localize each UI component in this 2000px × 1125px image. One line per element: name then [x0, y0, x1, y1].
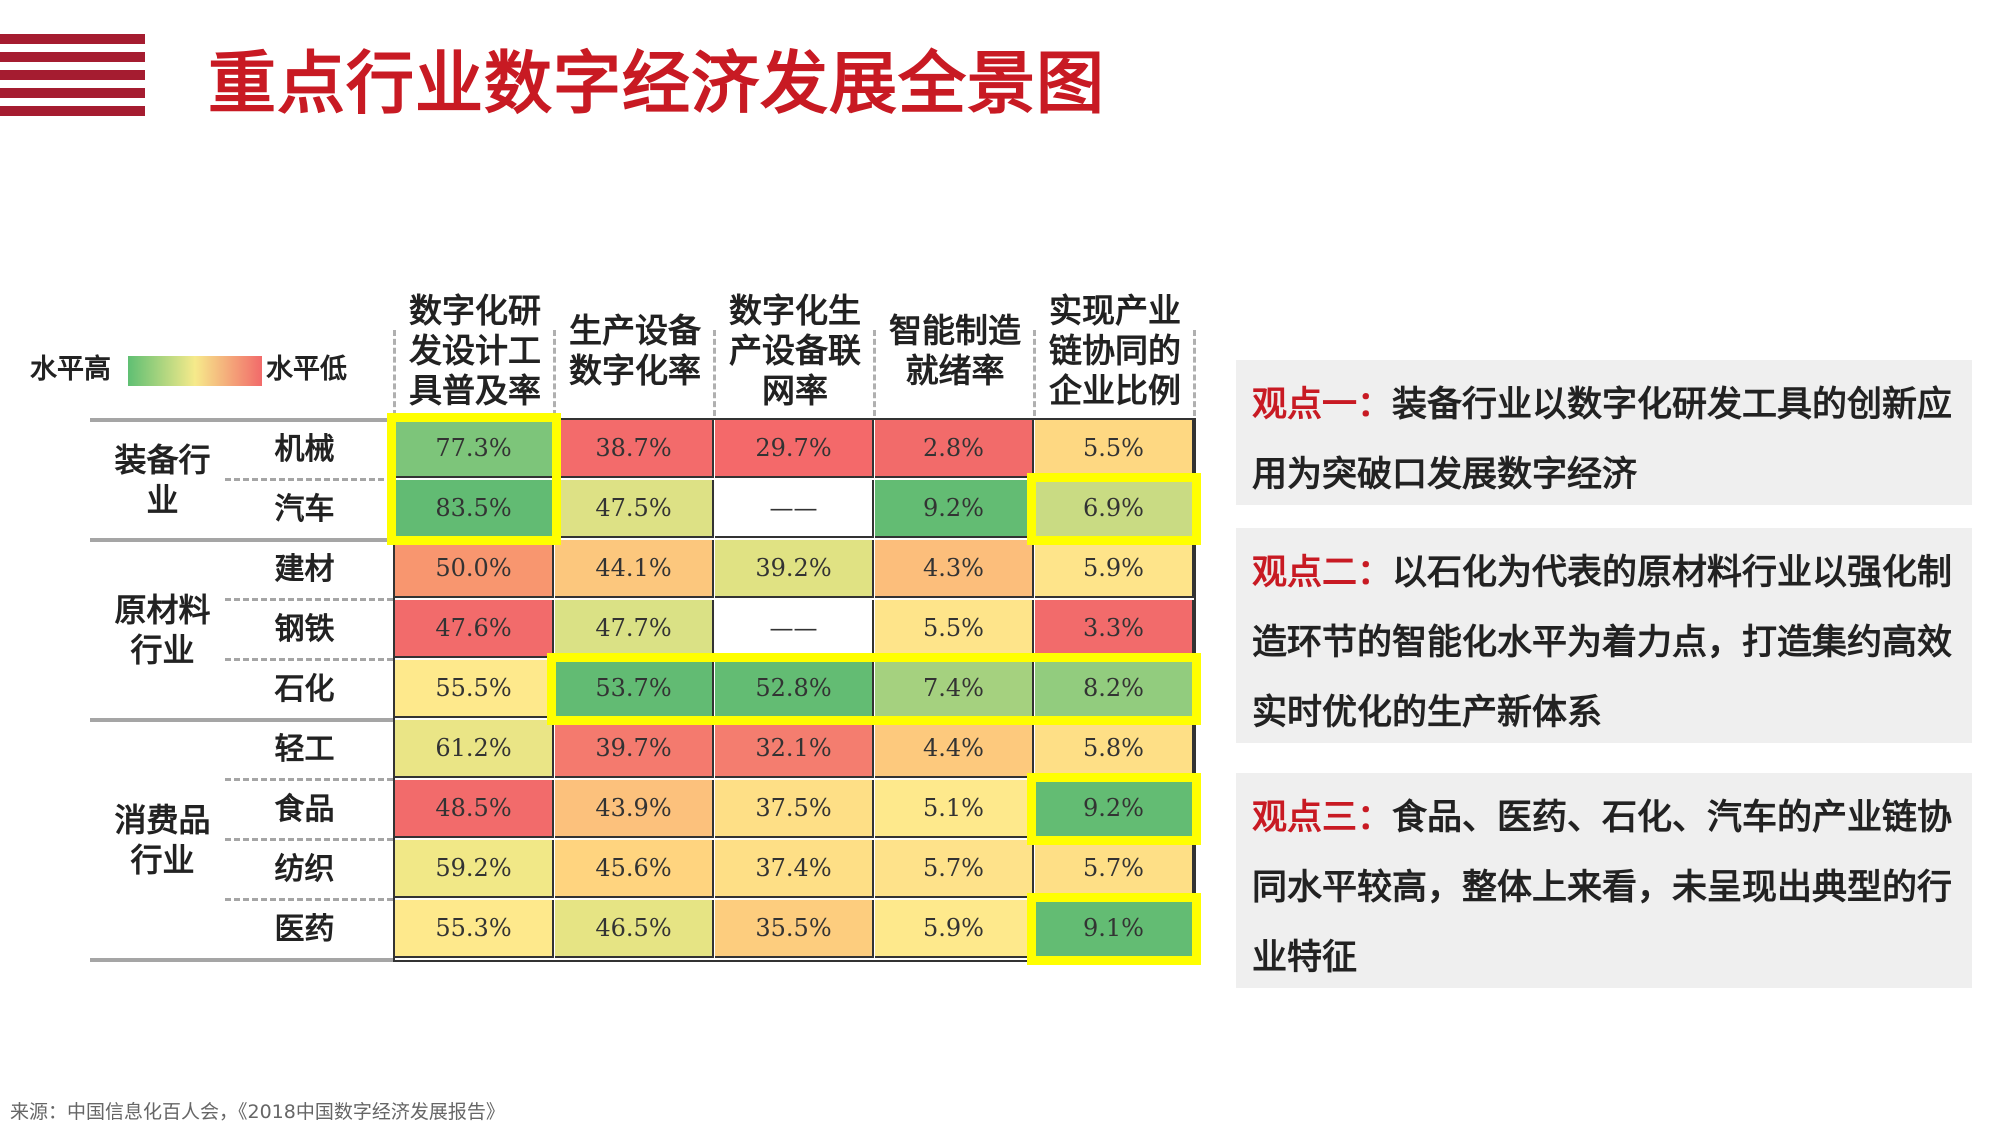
row-separator — [225, 478, 393, 481]
heatmap-cell: 50.0% — [395, 540, 554, 598]
row-separator — [225, 658, 393, 661]
heatmap-cell: 38.7% — [555, 420, 714, 478]
legend-gradient-bar — [128, 356, 262, 386]
page-title: 重点行业数字经济发展全景图 — [208, 45, 1106, 124]
column-header-5: 实现产业 链协同的 企业比例 — [1049, 291, 1181, 410]
heatmap-cell: —— — [715, 600, 874, 658]
viewpoint-2-heading: 观点二： — [1252, 553, 1393, 593]
heatmap-cell: 55.5% — [395, 660, 554, 718]
viewpoint-box-3: 观点三：食品、医药、石化、汽车的产业链协同水平较高，整体上来看，未呈现出典型的行… — [1236, 773, 1972, 988]
column-header-1: 数字化研 发设计工 具普及率 — [409, 291, 541, 410]
heatmap-cell: 2.8% — [875, 420, 1034, 478]
heatmap-cell: 5.7% — [875, 840, 1034, 898]
column-header-separator — [1033, 330, 1036, 416]
heatmap-cell: 5.8% — [1035, 720, 1194, 778]
heatmap-cell: 37.5% — [715, 780, 874, 838]
legend-high-label: 水平高 — [30, 354, 111, 385]
row-label: 食品 — [274, 792, 335, 827]
heatmap-cell: 43.9% — [555, 780, 714, 838]
viewpoint-box-1: 观点一：装备行业以数字化研发工具的创新应用为突破口发展数字经济 — [1236, 360, 1972, 505]
heatmap-cell: 61.2% — [395, 720, 554, 778]
heatmap-cell: 4.4% — [875, 720, 1034, 778]
heatmap-cell: 55.3% — [395, 900, 554, 958]
column-header-separator — [553, 330, 556, 416]
heatmap-cell: 47.7% — [555, 600, 714, 658]
heatmap-cell: 35.5% — [715, 900, 874, 958]
heatmap-cell: 46.5% — [555, 900, 714, 958]
column-header-separator — [1193, 330, 1196, 416]
row-separator — [225, 778, 393, 781]
viewpoint-1-text: 装备行业以数字化研发工具的创新应用为突破口发展数字经济 — [1252, 385, 1953, 495]
group-divider-line — [90, 418, 393, 422]
heatmap-cell: 7.4% — [875, 660, 1034, 718]
viewpoint-box-2: 观点二：以石化为代表的原材料行业以强化制造环节的智能化水平为着力点，打造集约高效… — [1236, 528, 1972, 743]
heatmap-cell: 47.5% — [555, 480, 714, 538]
heatmap-cell: 45.6% — [555, 840, 714, 898]
heatmap-cell: —— — [715, 480, 874, 538]
column-header-separator — [393, 330, 396, 416]
row-label: 轻工 — [274, 732, 335, 767]
row-label: 建材 — [274, 552, 335, 587]
heatmap-cell: 8.2% — [1035, 660, 1194, 718]
heatmap-cell: 5.9% — [875, 900, 1034, 958]
heatmap-cell: 59.2% — [395, 840, 554, 898]
heatmap-cell: 32.1% — [715, 720, 874, 778]
heatmap-cell: 4.3% — [875, 540, 1034, 598]
brand-stripes-logo — [0, 34, 145, 116]
heatmap-cell: 5.5% — [875, 600, 1034, 658]
heatmap-cell: 52.8% — [715, 660, 874, 718]
heatmap-cell: 77.3% — [395, 420, 554, 478]
heatmap-cell: 3.3% — [1035, 600, 1194, 658]
column-header-4: 智能制造 就绪率 — [889, 311, 1021, 390]
heatmap-cell: 9.2% — [1035, 780, 1194, 838]
heatmap-cell: 5.7% — [1035, 840, 1194, 898]
heatmap-cell: 5.9% — [1035, 540, 1194, 598]
heatmap-cell: 47.6% — [395, 600, 554, 658]
row-separator — [225, 598, 393, 601]
row-label: 石化 — [274, 672, 335, 707]
column-header-separator — [713, 330, 716, 416]
heatmap-cell: 9.2% — [875, 480, 1034, 538]
row-label: 机械 — [274, 432, 335, 467]
viewpoint-3-heading: 观点三： — [1252, 798, 1393, 838]
heatmap-cell: 83.5% — [395, 480, 554, 538]
column-header-2: 生产设备 数字化率 — [569, 311, 701, 390]
row-label: 医药 — [274, 912, 335, 947]
row-separator — [225, 898, 393, 901]
legend-low-label: 水平低 — [266, 354, 347, 385]
heatmap-cell: 39.7% — [555, 720, 714, 778]
group-divider-line — [90, 538, 393, 542]
row-label: 纺织 — [274, 852, 335, 887]
heatmap-cell: 37.4% — [715, 840, 874, 898]
viewpoint-3-text: 食品、医药、石化、汽车的产业链协同水平较高，整体上来看，未呈现出典型的行业特征 — [1252, 798, 1953, 978]
group-label: 消费品 行业 — [114, 801, 211, 879]
heatmap-cell: 53.7% — [555, 660, 714, 718]
heatmap-cell: 44.1% — [555, 540, 714, 598]
column-header-3: 数字化生 产设备联 网率 — [729, 291, 861, 410]
group-label: 原材料 行业 — [114, 591, 211, 669]
row-label: 钢铁 — [274, 612, 335, 647]
heatmap-cell: 29.7% — [715, 420, 874, 478]
viewpoint-1-heading: 观点一： — [1252, 385, 1393, 425]
heatmap-cell: 9.1% — [1035, 900, 1194, 958]
heatmap-cell: 39.2% — [715, 540, 874, 598]
group-divider-line — [90, 718, 393, 722]
heatmap-cell: 5.5% — [1035, 420, 1194, 478]
heatmap-cell: 5.1% — [875, 780, 1034, 838]
row-label: 汽车 — [274, 492, 335, 527]
group-divider-line — [90, 958, 393, 962]
group-label: 装备行 业 — [114, 441, 211, 519]
column-header-separator — [873, 330, 876, 416]
row-separator — [225, 838, 393, 841]
source-note: 来源：中国信息化百人会，《2018中国数字经济发展报告》 — [10, 1101, 505, 1123]
heatmap-cell: 6.9% — [1035, 480, 1194, 538]
viewpoint-2-text: 以石化为代表的原材料行业以强化制造环节的智能化水平为着力点，打造集约高效实时优化… — [1252, 553, 1953, 733]
heatmap-cell: 48.5% — [395, 780, 554, 838]
